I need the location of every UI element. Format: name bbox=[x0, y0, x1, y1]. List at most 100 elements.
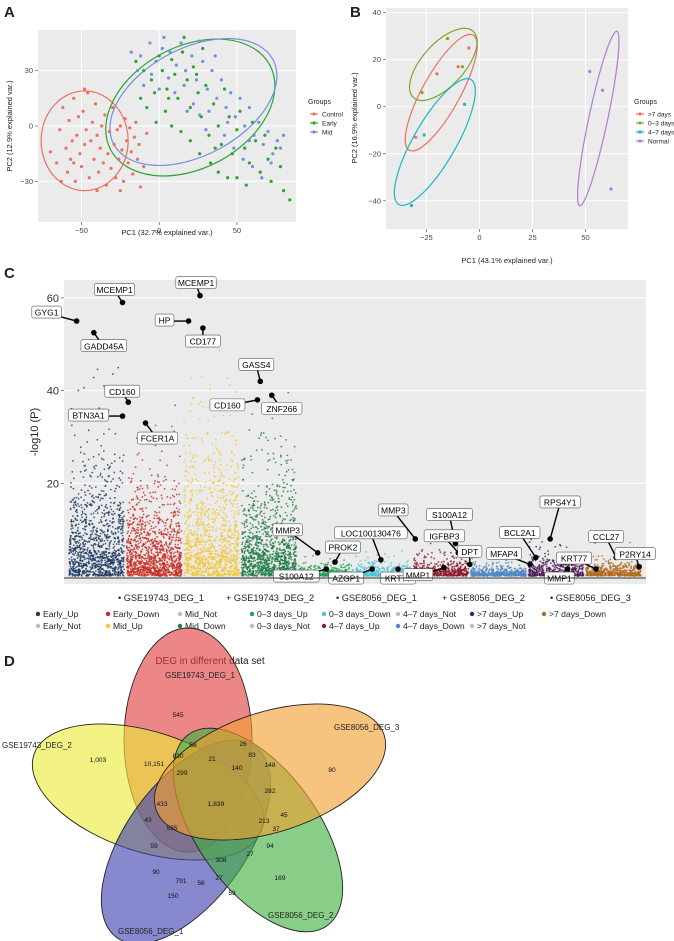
manhattan-point bbox=[262, 533, 265, 535]
manhattan-point bbox=[330, 564, 332, 567]
manhattan-point bbox=[213, 510, 216, 513]
manhattan-point bbox=[131, 566, 134, 569]
manhattan-point bbox=[187, 565, 190, 568]
manhattan-point bbox=[163, 487, 166, 490]
manhattan-point bbox=[242, 464, 245, 467]
manhattan-point bbox=[214, 502, 217, 505]
manhattan-point bbox=[197, 516, 200, 519]
manhattan-point bbox=[180, 542, 183, 544]
manhattan-point bbox=[138, 488, 141, 490]
manhattan-point bbox=[105, 556, 108, 558]
manhattan-point bbox=[249, 506, 252, 509]
data-point bbox=[170, 124, 174, 128]
data-point bbox=[92, 157, 96, 161]
manhattan-point bbox=[215, 573, 218, 576]
manhattan-point bbox=[89, 502, 92, 505]
manhattan-point bbox=[159, 566, 162, 569]
manhattan-point bbox=[279, 561, 281, 564]
manhattan-point bbox=[253, 504, 256, 507]
manhattan-point bbox=[90, 567, 93, 569]
manhattan-point bbox=[87, 553, 90, 556]
manhattan-point bbox=[209, 529, 211, 532]
manhattan-point bbox=[175, 485, 178, 488]
manhattan-point bbox=[257, 527, 259, 530]
manhattan-point bbox=[166, 518, 169, 521]
manhattan-point bbox=[97, 537, 100, 539]
manhattan-point bbox=[110, 556, 113, 559]
manhattan-point bbox=[159, 459, 162, 462]
manhattan-point bbox=[108, 558, 111, 561]
manhattan-point bbox=[165, 566, 168, 569]
data-point bbox=[266, 157, 270, 161]
manhattan-point bbox=[280, 495, 283, 497]
manhattan-point bbox=[93, 539, 96, 542]
manhattan-point bbox=[203, 574, 205, 577]
data-point bbox=[145, 131, 149, 135]
manhattan-point bbox=[206, 431, 209, 434]
manhattan-point bbox=[278, 500, 281, 503]
manhattan-point bbox=[227, 431, 230, 434]
manhattan-point bbox=[92, 565, 94, 567]
manhattan-point bbox=[152, 491, 154, 494]
manhattan-point bbox=[211, 529, 214, 532]
manhattan-point bbox=[102, 524, 105, 527]
manhattan-point bbox=[80, 489, 83, 491]
manhattan-point bbox=[97, 453, 100, 456]
manhattan-point bbox=[111, 567, 113, 570]
manhattan-point bbox=[96, 553, 98, 555]
manhattan-point bbox=[77, 552, 79, 555]
manhattan-point bbox=[259, 554, 261, 557]
data-point bbox=[163, 109, 168, 113]
manhattan-point bbox=[98, 567, 101, 570]
manhattan-point bbox=[190, 565, 193, 567]
manhattan-point bbox=[84, 494, 87, 497]
manhattan-point bbox=[142, 574, 145, 577]
manhattan-point bbox=[272, 550, 275, 553]
manhattan-point bbox=[80, 504, 83, 506]
data-point bbox=[184, 69, 188, 73]
manhattan-point bbox=[72, 498, 75, 501]
manhattan-point bbox=[141, 571, 144, 574]
manhattan-point bbox=[198, 522, 201, 525]
manhattan-point bbox=[119, 562, 122, 565]
manhattan-point bbox=[246, 525, 249, 528]
manhattan-point bbox=[263, 501, 266, 504]
manhattan-point bbox=[168, 537, 171, 540]
manhattan-point bbox=[275, 491, 278, 493]
manhattan-point bbox=[236, 503, 239, 505]
manhattan-point bbox=[289, 548, 292, 551]
manhattan-point bbox=[165, 569, 167, 572]
manhattan-point bbox=[200, 539, 203, 542]
manhattan-point bbox=[162, 521, 165, 524]
data-point bbox=[205, 87, 210, 91]
manhattan-point bbox=[144, 542, 147, 544]
manhattan-point bbox=[188, 543, 191, 546]
manhattan-point bbox=[195, 531, 198, 534]
manhattan-point bbox=[203, 472, 206, 475]
data-point bbox=[109, 166, 113, 171]
manhattan-point bbox=[73, 565, 75, 567]
manhattan-point bbox=[89, 524, 91, 526]
manhattan-point bbox=[232, 536, 235, 539]
manhattan-point bbox=[160, 540, 163, 543]
manhattan-point bbox=[99, 569, 102, 572]
manhattan-point bbox=[104, 534, 106, 537]
manhattan-point bbox=[179, 539, 182, 542]
manhattan-point bbox=[120, 528, 123, 530]
manhattan-point bbox=[213, 573, 215, 576]
manhattan-point bbox=[121, 481, 124, 484]
manhattan-point bbox=[160, 494, 163, 497]
manhattan-point bbox=[241, 504, 243, 507]
manhattan-point bbox=[209, 491, 212, 494]
manhattan-point bbox=[159, 575, 162, 577]
manhattan-point bbox=[212, 526, 215, 529]
data-point bbox=[198, 152, 202, 156]
manhattan-point bbox=[284, 558, 287, 561]
manhattan-point bbox=[237, 509, 240, 512]
manhattan-point bbox=[68, 552, 71, 555]
manhattan-point bbox=[226, 431, 228, 434]
manhattan-point bbox=[226, 534, 229, 537]
manhattan-point bbox=[214, 461, 217, 463]
manhattan-point bbox=[233, 573, 236, 576]
manhattan-point bbox=[158, 481, 161, 484]
